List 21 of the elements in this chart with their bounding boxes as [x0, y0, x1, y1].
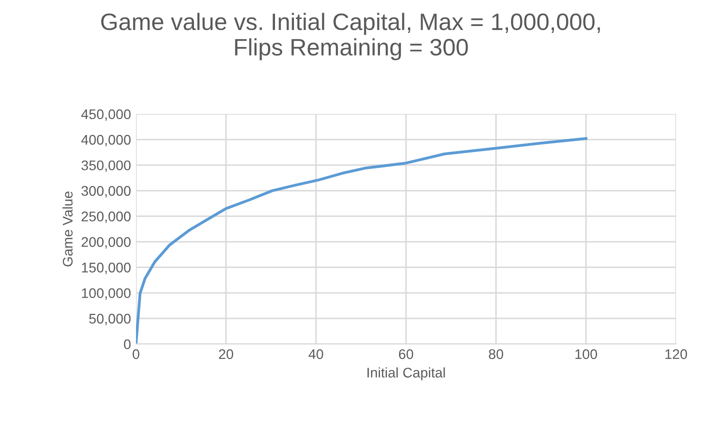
x-tick-label: 0: [132, 349, 140, 360]
x-tick-label: 120: [665, 349, 688, 360]
y-tick-label: 450,000: [81, 109, 131, 121]
y-tick-label: 50,000: [89, 314, 131, 326]
y-tick-label: 200,000: [82, 237, 131, 249]
x-tick-label: 40: [308, 349, 324, 360]
x-tick-label: 80: [488, 349, 504, 360]
y-tick-label: 400,000: [81, 134, 131, 146]
y-tick-label: 100,000: [82, 288, 131, 300]
y-tick-label: 350,000: [81, 160, 131, 172]
y-tick-label: 250,000: [82, 212, 131, 224]
x-tick-label: 60: [398, 349, 414, 360]
y-tick-label: 150,000: [82, 262, 131, 274]
line-series: [136, 137, 588, 344]
y-tick-label: 0: [124, 339, 131, 350]
x-tick-label: 100: [575, 349, 598, 360]
y-axis-title: Game Value: [62, 192, 73, 266]
x-axis-title: Initial Capital: [368, 367, 445, 380]
x-tick-label: 20: [218, 349, 234, 360]
y-tick-label: 300,000: [81, 186, 131, 198]
chart-title: Game value vs. Initial Capital, Max = 1,000,000, Flips Remaining = 300: [101, 12, 600, 60]
